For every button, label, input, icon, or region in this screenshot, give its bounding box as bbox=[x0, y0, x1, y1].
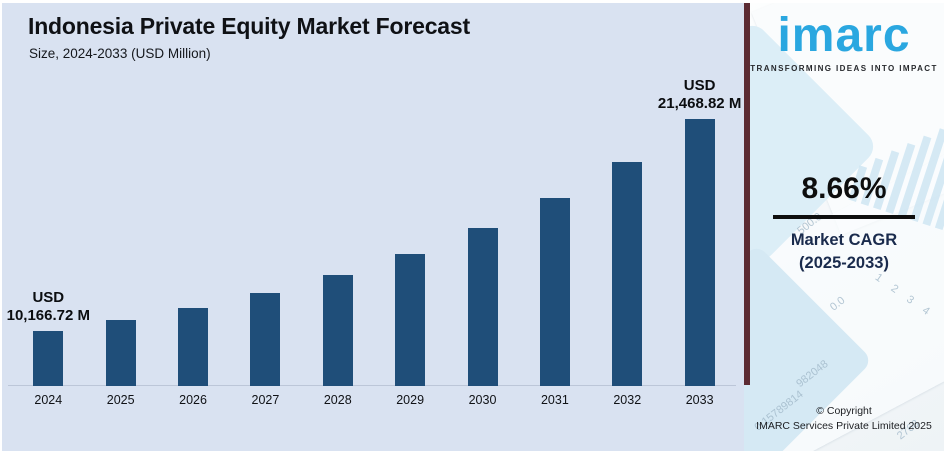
chart-panel: Indonesia Private Equity Market Forecast… bbox=[0, 0, 744, 451]
bar-2027 bbox=[250, 292, 281, 386]
copyright-line1: © Copyright bbox=[816, 405, 872, 417]
copyright-line2: IMARC Services Private Limited 2025 bbox=[756, 420, 932, 432]
cagr-label-line2: (2025-2033) bbox=[799, 254, 889, 272]
copyright: © Copyright IMARC Services Private Limit… bbox=[744, 404, 944, 434]
x-tick-label: 2029 bbox=[396, 393, 425, 407]
cagr-value: 8.66% bbox=[801, 172, 887, 205]
bar-2029 bbox=[395, 253, 426, 386]
left-edge-strip bbox=[0, 0, 2, 451]
x-tick-label: 2031 bbox=[540, 393, 569, 407]
value-label-last: USD 21,468.82 M bbox=[657, 77, 742, 112]
x-tick-label: 2025 bbox=[106, 393, 135, 407]
bar-2030 bbox=[467, 228, 498, 386]
bar-2025 bbox=[105, 320, 136, 386]
x-tick-label: 2032 bbox=[613, 393, 642, 407]
cagr-label-line1: Market CAGR bbox=[790, 231, 898, 249]
brand-panel: 500.0 0.0 1 2 3 4 982048 0.15789814 2768 imar… bbox=[744, 0, 944, 451]
bar-2032 bbox=[612, 161, 643, 386]
maroon-accent-strip bbox=[744, 0, 750, 385]
cagr-divider-line bbox=[773, 215, 915, 219]
x-tick-label: 2024 bbox=[34, 393, 63, 407]
top-edge-strip bbox=[0, 0, 944, 3]
bar-2028 bbox=[322, 275, 353, 386]
imarc-logo-tagline: TRANSFORMING IDEAS INTO IMPACT bbox=[750, 64, 938, 73]
imarc-logo: imarc TRANSFORMING IDEAS INTO IMPACT bbox=[744, 9, 944, 74]
page-title: Indonesia Private Equity Market Forecast bbox=[28, 13, 470, 39]
value-label-first: USD 10,166.72 M bbox=[6, 289, 91, 324]
bar-2026 bbox=[178, 307, 209, 386]
bar-2031 bbox=[539, 198, 570, 386]
cagr-block: 8.66% Market CAGR (2025-2033) bbox=[744, 172, 944, 275]
bar-2033 bbox=[684, 119, 715, 386]
x-axis-line bbox=[8, 385, 736, 386]
x-tick-label: 2027 bbox=[251, 393, 280, 407]
x-tick-label: 2028 bbox=[323, 393, 352, 407]
x-tick-label: 2033 bbox=[685, 393, 714, 407]
x-tick-label: 2026 bbox=[179, 393, 207, 407]
page-subtitle: Size, 2024-2033 (USD Million) bbox=[29, 46, 211, 61]
x-tick-label: 2030 bbox=[468, 393, 497, 407]
imarc-logo-text: imarc bbox=[777, 9, 911, 62]
bar-2024 bbox=[33, 331, 64, 386]
